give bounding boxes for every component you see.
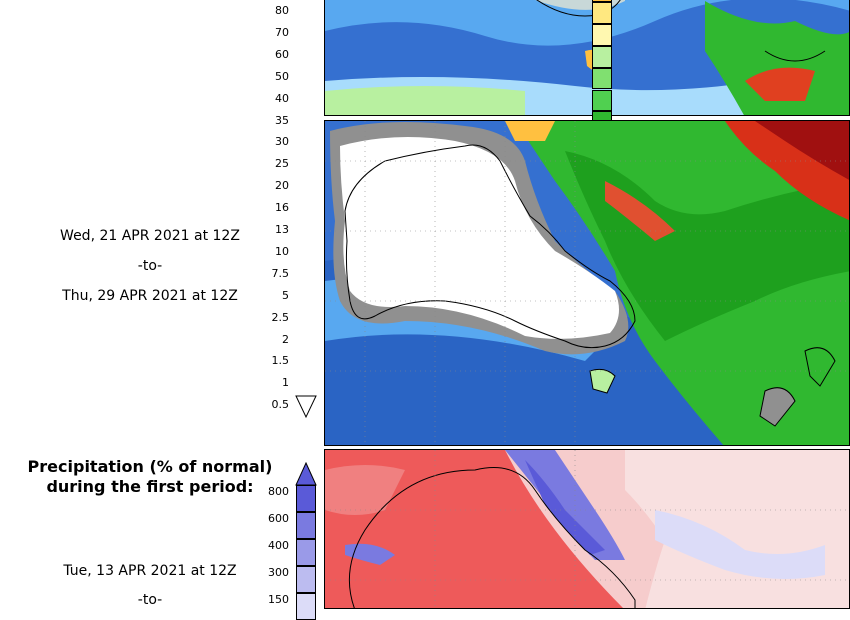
- precip-scale-label: 20: [275, 179, 289, 193]
- precip-map-main-panel: [324, 120, 850, 446]
- precip-scale-label: 40: [275, 91, 289, 105]
- anomaly-scale-label: 300: [268, 566, 289, 579]
- first-period-start: Tue, 13 APR 2021 at 12Z: [63, 563, 237, 579]
- precip-scale-label: 25: [275, 157, 289, 171]
- precip-map-main: [325, 121, 849, 445]
- precip-scale-label: 2.5: [271, 310, 290, 324]
- first-period-separator: -to-: [137, 592, 163, 608]
- anomaly-title-line1: Precipitation (% of normal): [27, 457, 273, 476]
- anomaly-scale-label: 800: [268, 485, 289, 498]
- precip-scale-label: 5: [282, 288, 289, 302]
- precip-scale-label: 10: [275, 244, 289, 258]
- anomaly-scale-label: 400: [268, 539, 289, 552]
- second-period-end: Thu, 29 APR 2021 at 12Z: [62, 288, 238, 304]
- anomaly-scale-label: 600: [268, 512, 289, 525]
- precip-scale-label: 50: [275, 69, 289, 83]
- precip-scale-label: 80: [275, 4, 289, 17]
- anomaly-title-line2: during the first period:: [46, 477, 254, 496]
- precip-color-swatch: [592, 67, 612, 90]
- precip-scale-label: 7.5: [271, 266, 290, 280]
- precip-scale-label: 35: [275, 113, 289, 127]
- precip-map-top: [325, 0, 849, 115]
- precip-color-swatch: [592, 1, 612, 24]
- precip-map-top-panel: [324, 0, 850, 116]
- anomaly-color-swatch: [296, 539, 316, 566]
- anomaly-color-swatch: [296, 512, 316, 539]
- anomaly-color-swatch: [296, 566, 316, 593]
- precip-color-swatch: [592, 89, 612, 112]
- anomaly-color-swatch: [296, 485, 316, 512]
- precip-scale-label: 1.5: [271, 354, 290, 368]
- second-period-start: Wed, 21 APR 2021 at 12Z: [60, 228, 240, 244]
- anomaly-map-panel: [324, 449, 850, 609]
- anomaly-bar-arrow: [295, 462, 317, 486]
- precip-color-swatch: [592, 0, 612, 2]
- precip-scale-label: 1: [282, 376, 289, 390]
- precip-scale-label: 13: [275, 223, 289, 236]
- precip-color-swatch: [592, 45, 612, 68]
- precip-scale-label: 0.5: [271, 398, 290, 412]
- color-bar-arrow: [295, 395, 317, 419]
- precip-scale-label: 60: [275, 47, 289, 61]
- second-period-separator: -to-: [137, 258, 163, 274]
- anomaly-map: [325, 450, 849, 608]
- precip-scale-label: 2: [282, 332, 289, 346]
- precip-color-swatch: [592, 23, 612, 46]
- precip-scale-label: 30: [275, 135, 289, 149]
- precip-scale-label: 70: [275, 25, 289, 39]
- precip-scale-label: 16: [275, 201, 289, 215]
